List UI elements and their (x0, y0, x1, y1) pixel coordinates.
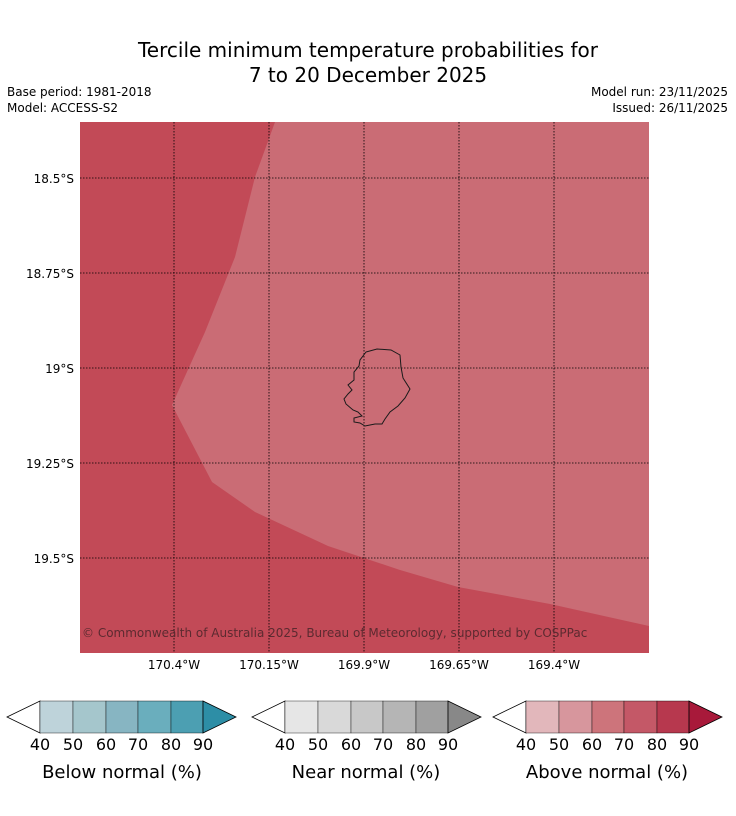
lat-label-19-25: 19.25°S (26, 457, 74, 471)
cbar-near-arrow-left (251, 700, 286, 734)
niue-island-outline (343, 348, 411, 427)
map-panel: © Commonwealth of Australia 2025, Bureau… (80, 122, 649, 653)
cbar-near-bin-80 (415, 700, 449, 734)
map-title: Tercile minimum temperature probabilitie… (0, 38, 736, 88)
title-line-1: Tercile minimum temperature probabilitie… (137, 38, 599, 62)
cbar-below-tick: 50 (62, 735, 84, 754)
lon-label-169-9: 169.9°W (337, 658, 391, 672)
cbar-above-arrow-left (492, 700, 527, 734)
cbar-above-arrow-right (688, 700, 723, 734)
cbar-near-tick: 40 (274, 735, 296, 754)
cbar-near-tick: 80 (405, 735, 427, 754)
lat-label-19-5: 19.5°S (33, 552, 74, 566)
cbar-below-bin-40 (39, 700, 74, 734)
cbar-below-arrow-right (202, 700, 237, 734)
colorbar-below-normal (6, 700, 237, 734)
cbar-above-bin-50 (558, 700, 593, 734)
lat-label-19: 19°S (45, 362, 74, 376)
cbar-near-arrow-right (447, 700, 482, 734)
meta-left: Base period: 1981-2018 Model: ACCESS-S2 (7, 84, 152, 116)
region-above-normal-60-70 (172, 122, 649, 626)
cbar-above-bin-60 (591, 700, 625, 734)
cbar-above-tick: 60 (581, 735, 603, 754)
colorbar-above-normal (492, 700, 723, 734)
colorbar-near-normal (251, 700, 482, 734)
cbar-below-title: Below normal (%) (42, 762, 202, 783)
cbar-above-tick: 70 (613, 735, 635, 754)
cbar-below-bin-50 (72, 700, 107, 734)
model-name: Model: ACCESS-S2 (7, 101, 119, 115)
lon-label-170-4: 170.4°W (147, 658, 201, 672)
cbar-above-tick: 50 (548, 735, 570, 754)
cbar-below-arrow-left (6, 700, 41, 734)
cbar-above-bin-70 (623, 700, 658, 734)
cbar-below-bin-70 (137, 700, 172, 734)
cbar-above-title: Above normal (%) (525, 762, 689, 783)
cbar-near-tick: 60 (340, 735, 362, 754)
model-run: Model run: 23/11/2025 (590, 85, 728, 99)
cbar-above-bin-80 (656, 700, 690, 734)
cbar-below-tick: 90 (192, 735, 214, 754)
lon-label-170-15: 170.15°W (239, 658, 299, 672)
lat-label-18-5: 18.5°S (33, 172, 74, 186)
issued-date: Issued: 26/11/2025 (612, 101, 728, 115)
cbar-near-tick: 50 (307, 735, 329, 754)
cbar-near-bin-40 (284, 700, 319, 734)
lon-label-169-65: 169.65°W (429, 658, 489, 672)
cbar-below-tick: 70 (127, 735, 149, 754)
cbar-below-bin-80 (170, 700, 204, 734)
graticule (80, 122, 649, 653)
cbar-above-tick: 40 (515, 735, 537, 754)
meta-right: Model run: 23/11/2025 Issued: 26/11/2025 (591, 84, 728, 116)
lon-label-169-4: 169.4°W (527, 658, 581, 672)
cbar-above-tick: 80 (646, 735, 668, 754)
cbar-near-bin-50 (317, 700, 352, 734)
cbar-near-tick: 90 (437, 735, 459, 754)
copyright-notice: © Commonwealth of Australia 2025, Bureau… (82, 626, 587, 640)
lat-label-18-75: 18.75°S (26, 267, 74, 281)
cbar-below-tick: 80 (160, 735, 182, 754)
cbar-above-tick: 90 (678, 735, 700, 754)
cbar-below-bin-60 (105, 700, 139, 734)
cbar-below-tick: 60 (95, 735, 117, 754)
cbar-above-bin-40 (525, 700, 560, 734)
cbar-near-title: Near normal (%) (291, 762, 441, 783)
cbar-below-tick: 40 (29, 735, 51, 754)
title-line-2: 7 to 20 December 2025 (248, 63, 488, 87)
cbar-near-tick: 70 (372, 735, 394, 754)
base-period: Base period: 1981-2018 (7, 85, 152, 99)
cbar-near-bin-60 (350, 700, 384, 734)
cbar-near-bin-70 (382, 700, 417, 734)
